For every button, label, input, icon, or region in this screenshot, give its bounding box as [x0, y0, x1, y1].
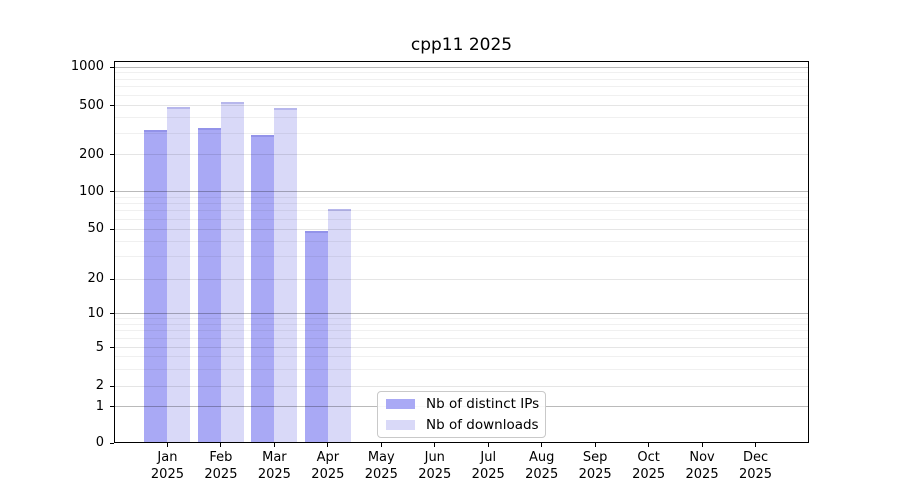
x-tick-mark: [541, 443, 543, 447]
legend-row-distinct-ips: Nb of distinct IPs: [386, 395, 545, 413]
x-tick-mark: [273, 443, 275, 447]
y-tick-label: 100: [79, 183, 104, 199]
y-tick-mark: [110, 228, 114, 230]
y-tick-label: 1: [95, 398, 104, 414]
gridline-minor: [114, 338, 809, 340]
gridline-minor: [114, 210, 809, 212]
gridline: [114, 105, 809, 107]
x-tick-label: Nov 2025: [685, 450, 719, 482]
bar-downloads: [274, 108, 298, 443]
y-tick-mark: [110, 406, 114, 408]
y-tick-label: 2: [95, 378, 104, 394]
x-tick-mark: [220, 443, 222, 447]
x-tick-label: Feb 2025: [204, 450, 238, 482]
y-tick-mark: [110, 105, 114, 107]
x-tick-label: Jan 2025: [150, 450, 184, 482]
y-tick-mark: [110, 191, 114, 193]
gridline-minor: [114, 203, 809, 205]
gridline: [114, 278, 809, 280]
bar-downloads: [167, 106, 191, 443]
gridline: [114, 313, 809, 314]
plot-area: [114, 61, 809, 443]
x-tick-label: Jul 2025: [471, 450, 505, 482]
gridline-minor: [114, 368, 809, 370]
x-tick-mark: [380, 443, 382, 447]
chart-title: cpp11 2025: [410, 35, 513, 55]
y-tick-label: 5: [95, 339, 104, 355]
y-tick-mark: [110, 278, 114, 280]
bar-distinct-ips: [304, 231, 328, 443]
y-tick-label: 500: [79, 97, 104, 113]
bar-downloads: [327, 209, 351, 443]
y-tick-mark: [110, 442, 114, 444]
y-tick-mark: [110, 66, 114, 68]
y-tick-label: 10: [87, 305, 104, 321]
x-tick-label: Mar 2025: [257, 450, 291, 482]
y-tick-label: 0: [95, 435, 104, 450]
gridline-minor: [114, 240, 809, 242]
x-tick-label: Apr 2025: [311, 450, 345, 482]
y-tick-label: 20: [87, 271, 104, 287]
gridline-minor: [114, 132, 809, 134]
gridline-minor: [114, 95, 809, 97]
gridline: [114, 191, 809, 193]
bar-distinct-ips: [144, 129, 168, 443]
x-tick-label: May 2025: [364, 450, 398, 482]
gridline-minor: [114, 72, 809, 74]
gridline-minor: [114, 323, 809, 325]
x-tick-label: Aug 2025: [525, 450, 559, 482]
legend: Nb of distinct IPs Nb of downloads: [377, 391, 546, 438]
x-tick-label: Dec 2025: [738, 450, 773, 482]
legend-label-distinct-ips: Nb of distinct IPs: [426, 396, 540, 412]
gridline-minor: [114, 256, 809, 258]
x-tick-mark: [327, 443, 329, 447]
y-tick-mark: [110, 154, 114, 156]
gridline-minor: [114, 356, 809, 358]
legend-row-downloads: Nb of downloads: [386, 416, 545, 434]
gridline-minor: [114, 318, 809, 320]
x-tick-mark: [648, 443, 650, 447]
x-tick-mark: [755, 443, 757, 447]
bar-downloads: [220, 101, 244, 443]
x-tick-label: Jun 2025: [418, 450, 452, 482]
gridline: [114, 347, 809, 348]
gridline-minor: [114, 196, 809, 198]
gridline-minor: [114, 86, 809, 88]
legend-swatch-distinct-ips: [386, 399, 415, 409]
gridline: [114, 66, 809, 68]
x-tick-label: Sep 2025: [578, 450, 612, 482]
y-tick-mark: [110, 347, 114, 348]
gridline: [114, 154, 809, 156]
gridline-minor: [114, 79, 809, 81]
bar-distinct-ips: [251, 134, 275, 443]
y-tick-mark: [110, 385, 114, 387]
gridline-minor: [114, 117, 809, 119]
x-tick-mark: [701, 443, 703, 447]
y-tick-mark: [110, 313, 114, 314]
gridline: [114, 228, 809, 230]
bar-distinct-ips: [197, 128, 221, 443]
x-tick-mark: [434, 443, 436, 447]
x-tick-mark: [487, 443, 489, 447]
x-tick-mark: [594, 443, 596, 447]
y-tick-label: 1000: [70, 59, 104, 75]
y-tick-label: 50: [87, 221, 104, 237]
legend-swatch-downloads: [386, 420, 415, 430]
gridline: [114, 385, 809, 387]
x-tick-label: Oct 2025: [632, 450, 666, 482]
legend-label-downloads: Nb of downloads: [426, 417, 539, 433]
gridline-minor: [114, 330, 809, 332]
x-tick-mark: [166, 443, 168, 447]
y-tick-label: 200: [79, 146, 104, 162]
gridline-minor: [114, 218, 809, 220]
